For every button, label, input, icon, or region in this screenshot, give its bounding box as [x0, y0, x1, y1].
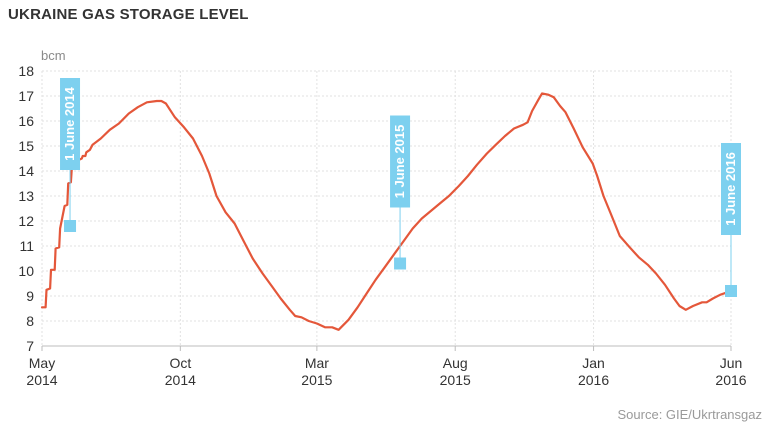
y-tick-label: 12: [18, 213, 34, 229]
x-tick-label: 2014: [165, 372, 196, 388]
y-tick-label: 11: [19, 238, 34, 254]
x-tick-label: 2015: [301, 372, 332, 388]
y-tick-label: 18: [18, 63, 34, 79]
x-tick-label: Aug: [443, 355, 468, 371]
annotation-box: [60, 78, 81, 170]
x-tick-label: Mar: [305, 355, 329, 371]
x-tick-label: Oct: [169, 355, 191, 371]
y-tick-label: 15: [18, 138, 34, 154]
annotation-marker: [64, 220, 77, 232]
annotation-marker: [725, 285, 737, 297]
y-tick-label: 14: [18, 163, 34, 179]
annotation-box: [390, 115, 411, 208]
series-line: [40, 92, 733, 331]
x-tick-label: 2016: [578, 372, 609, 388]
y-tick-label: 7: [26, 338, 34, 354]
chart-title: UKRAINE GAS STORAGE LEVEL: [8, 6, 249, 23]
annotation-label: 1 June 2016: [723, 152, 738, 226]
y-tick-label: 10: [18, 263, 34, 279]
y-unit-label: bcm: [41, 48, 66, 63]
x-tick-label: 2016: [715, 372, 746, 388]
x-tick-label: Jan: [582, 355, 605, 371]
y-tick-label: 9: [26, 288, 34, 304]
x-tick-label: 2015: [440, 372, 471, 388]
annotation-marker: [394, 257, 407, 270]
x-tick-label: Jun: [720, 355, 743, 371]
annotation-box: [721, 143, 741, 235]
annotation-label: 1 June 2014: [62, 86, 77, 160]
y-tick-label: 17: [18, 88, 34, 104]
x-tick-label: 2014: [26, 372, 57, 388]
y-tick-label: 16: [18, 113, 34, 129]
y-tick-label: 13: [18, 188, 34, 204]
y-tick-label: 8: [26, 313, 34, 329]
annotation-label: 1 June 2015: [392, 125, 407, 199]
source-note: Source: GIE/Ukrtransgaz: [617, 407, 763, 422]
x-tick-label: May: [29, 355, 55, 371]
